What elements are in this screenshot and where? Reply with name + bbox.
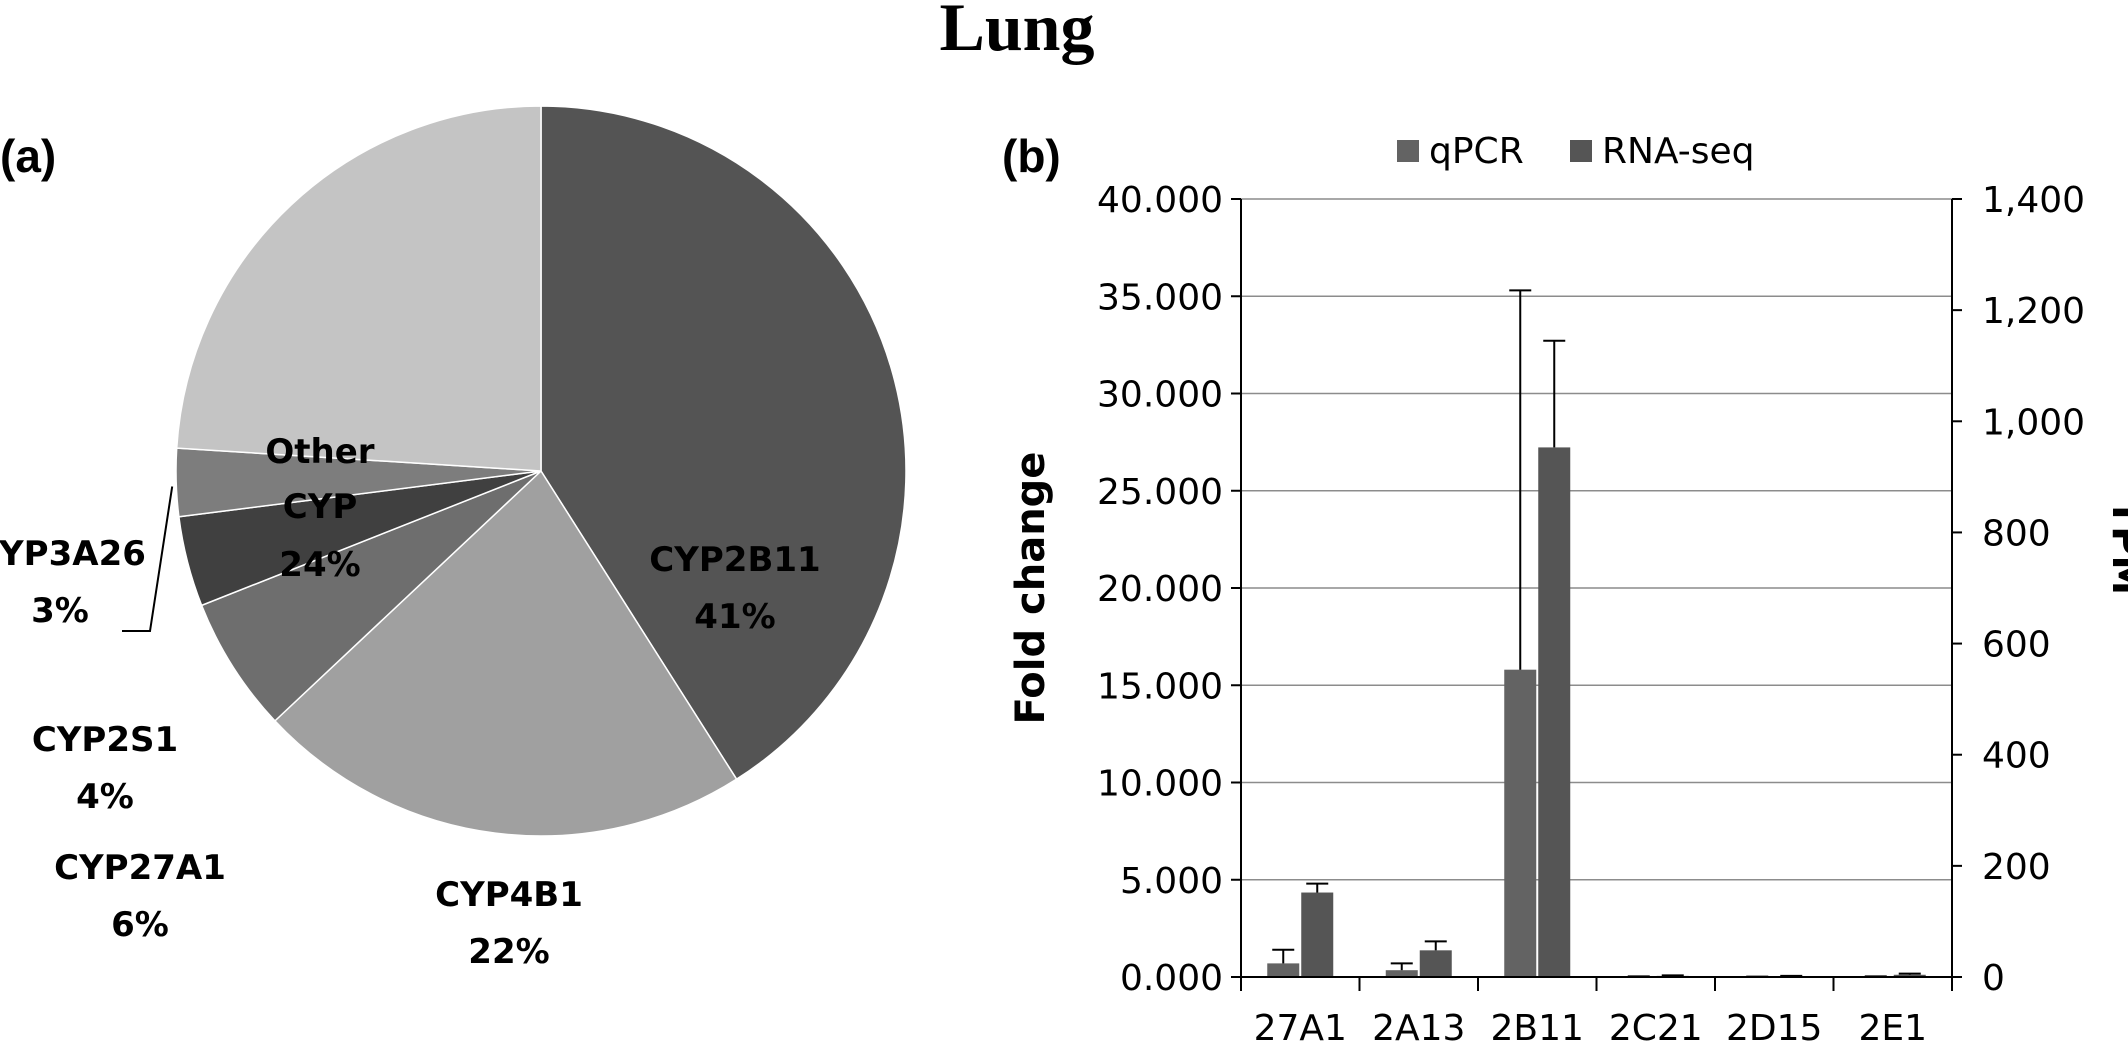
x-tick-label: 27A1 [1254,1008,1347,1049]
pie-slice-name-label: CYP4B1 [435,875,583,915]
pie-slice-name-label: CYP3A26 [0,534,146,574]
pie-slice-name-label: Other [265,432,374,472]
pie-slice-name-label: CYP27A1 [54,848,226,888]
y-right-tick-label: 800 [1982,513,2051,554]
bar-rna-seq-2b11 [1538,447,1571,977]
bar-qpcr-2b11 [1504,669,1537,977]
pie-slice-name-label: CYP2S1 [32,720,178,760]
pie-slice-cyp2b11 [540,105,907,781]
y-left-tick-label: 20.000 [1097,569,1223,610]
pie-slice-value-label: 6% [111,905,169,945]
y-left-tick-label: 5.000 [1120,861,1223,902]
y-right-tick-label: 1,000 [1982,402,2085,443]
legend-swatch [1397,140,1419,162]
pie-slice-name-label: CYP2B11 [649,540,820,580]
y-left-tick-label: 40.000 [1097,180,1223,221]
figure-title: Lung [940,0,1095,65]
bar-qpcr-2a13 [1385,970,1418,977]
legend-label: RNA-seq [1602,131,1755,172]
pie-slice-cyp4b1 [273,469,738,837]
y-right-tick-label: 1,200 [1982,291,2085,332]
pie-chart: CYP2B1141%CYP4B122%CYP27A16%CYP2S14%CYP3… [0,105,907,972]
x-tick-label: 2B11 [1491,1008,1584,1049]
pie-slice-value-label: 3% [31,591,89,631]
y-right-tick-label: 400 [1982,736,2051,777]
legend-label: qPCR [1429,131,1524,172]
legend-swatch [1570,140,1592,162]
bar-qpcr-27a1 [1267,963,1300,977]
y-right-tick-label: 600 [1982,625,2051,666]
y-left-tick-label: 0.000 [1120,958,1223,999]
bar-rna-seq-27a1 [1301,892,1334,977]
y-right-tick-label: 200 [1982,847,2051,888]
panel-label-a: (a) [0,130,56,182]
y-right-tick-label: 1,400 [1982,180,2085,221]
bar-rna-seq-2e1 [1893,974,1926,977]
pie-slice-value-label: 41% [694,597,775,637]
x-tick-label: 2E1 [1858,1008,1927,1049]
x-tick-label: 2A13 [1372,1008,1465,1049]
x-tick-label: 2C21 [1609,1008,1703,1049]
pie-slice-cyp27a1 [200,470,542,722]
panel-label-b: (b) [1002,130,1061,182]
y-left-tick-label: 35.000 [1097,277,1223,318]
pie-slice-other-cyp [175,105,542,472]
pie-leader-line [122,486,174,632]
y-right-tick-label: 0 [1982,958,2005,999]
y-left-axis-title: Fold change [1008,452,1054,725]
y-right-axis-title: TPM [2103,499,2128,595]
pie-slice-value-label: 24% [279,545,360,585]
bar-chart: 0.000 5.000 10.000 15.000 20.000 25.000 30.000… [1008,131,2128,1049]
pie-slice-value-label: 22% [468,932,549,972]
y-left-tick-label: 30.000 [1097,375,1223,416]
pie-slice-value-label: 4% [76,777,134,817]
bar-rna-seq-2a13 [1419,950,1452,977]
y-left-tick-label: 10.000 [1097,764,1223,805]
y-left-tick-label: 15.000 [1097,666,1223,707]
x-tick-label: 2D15 [1726,1008,1822,1049]
y-left-tick-label: 25.000 [1097,472,1223,513]
pie-slice-name-label: CYP [283,487,358,527]
